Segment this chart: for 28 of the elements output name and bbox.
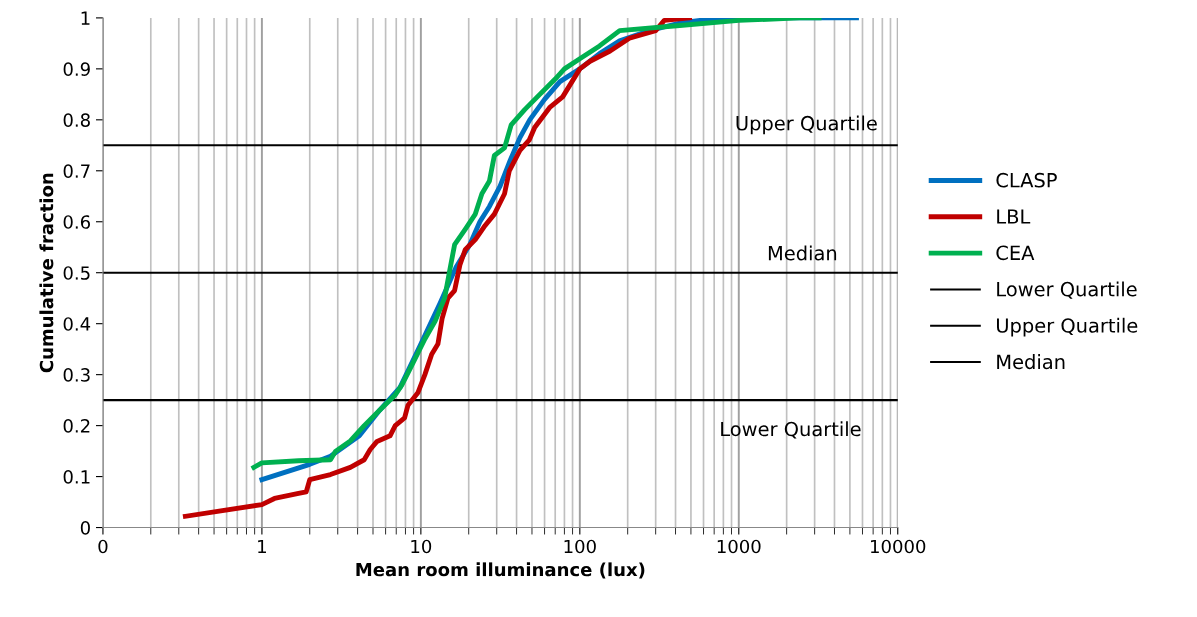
x-tick-label: 1000	[717, 539, 761, 554]
x-tick-label: 0	[98, 539, 108, 554]
legend-label: CEA	[996, 245, 1035, 261]
x-axis-title: Mean room illuminance (lux)	[356, 562, 645, 579]
legend-label: CLASP	[996, 172, 1057, 188]
legend-label: LBL	[997, 209, 1031, 224]
y-tick-label: 0.9	[63, 62, 90, 76]
x-tick-label: 10000	[871, 539, 926, 554]
y-axis-title: Cumulative fraction	[39, 173, 54, 373]
annotation: Lower Quartile	[721, 421, 861, 439]
annotation: Median	[768, 245, 837, 261]
y-tick-label: 0.7	[63, 164, 90, 178]
annotation: Upper Quartile	[736, 115, 877, 135]
y-tick-label: 0.3	[63, 368, 90, 382]
x-tick-label: 10	[411, 539, 432, 554]
y-tick-label: 0.8	[63, 113, 90, 127]
legend-label: Median	[997, 354, 1065, 370]
legend-label: Lower Quartile	[997, 281, 1137, 299]
y-tick-label: 0.5	[63, 266, 90, 280]
y-tick-label: 0.2	[63, 419, 90, 433]
y-tick-label: 0.6	[63, 215, 90, 229]
y-tick-label: 0.4	[63, 317, 91, 331]
y-tick-label: 1	[81, 11, 90, 25]
x-tick-label: 1	[258, 539, 266, 554]
y-tick-label: 0.1	[63, 470, 90, 484]
x-tick-label: 100	[564, 539, 596, 554]
legend-label: Upper Quartile	[997, 317, 1138, 337]
y-tick-label: 0	[80, 520, 90, 535]
